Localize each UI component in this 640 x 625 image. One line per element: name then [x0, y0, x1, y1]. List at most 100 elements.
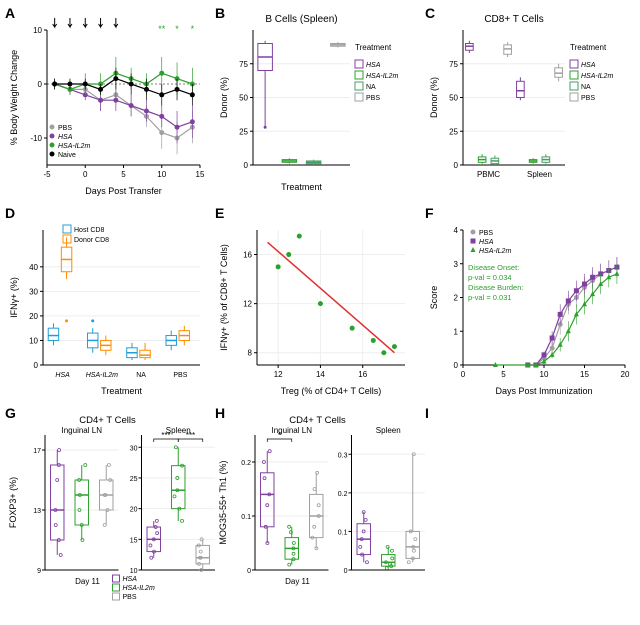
panel-d: D 0 10 20 30 40 HSA HSA-IL2m NA PBS Treatment IFNγ… — [5, 205, 210, 400]
panel-f-label: F — [425, 205, 434, 221]
svg-text:8: 8 — [248, 349, 253, 358]
svg-text:Inguinal LN: Inguinal LN — [62, 426, 103, 435]
svg-text:CD4+ T Cells: CD4+ T Cells — [79, 415, 136, 426]
panel-d-chart: 0 10 20 30 40 HSA HSA-IL2m NA PBS Treatment IFNγ+ … — [5, 205, 210, 400]
svg-text:NA: NA — [136, 372, 146, 379]
svg-text:% Body Weight Change: % Body Weight Change — [9, 50, 19, 145]
svg-text:5: 5 — [121, 170, 126, 179]
svg-text:Disease Onset:: Disease Onset: — [468, 263, 519, 272]
svg-text:HSA-IL2m: HSA-IL2m — [366, 73, 398, 80]
svg-text:0.1: 0.1 — [241, 514, 251, 521]
svg-text:10: 10 — [157, 170, 166, 179]
svg-text:IFNγ+ (%): IFNγ+ (%) — [9, 277, 19, 318]
svg-text:FOXP3+ (%): FOXP3+ (%) — [8, 477, 18, 528]
svg-text:HSA: HSA — [55, 372, 70, 379]
svg-text:HSA-IL2m: HSA-IL2m — [581, 73, 613, 80]
svg-text:9: 9 — [37, 568, 41, 575]
svg-text:Treatment: Treatment — [355, 43, 392, 52]
svg-text:0: 0 — [454, 161, 459, 170]
panel-h: H CD4+ T Cells00.10.2Inguinal LN*00.10.2… — [215, 405, 420, 620]
svg-text:0.2: 0.2 — [338, 491, 348, 498]
svg-text:Score: Score — [429, 286, 439, 310]
svg-text:0: 0 — [247, 568, 251, 575]
svg-text:PBS: PBS — [58, 125, 72, 132]
svg-text:p-val = 0.034: p-val = 0.034 — [468, 273, 512, 282]
svg-text:12: 12 — [274, 370, 283, 379]
svg-text:20: 20 — [621, 370, 630, 379]
panel-g: G CD4+ T Cells91317Inguinal LN1015202530… — [5, 405, 210, 620]
svg-text:CD8+ T Cells: CD8+ T Cells — [484, 14, 543, 25]
svg-text:Day 11: Day 11 — [285, 577, 310, 586]
panel-b-label: B — [215, 5, 225, 21]
svg-text:Naive: Naive — [58, 152, 76, 159]
svg-text:HSA-IL2m: HSA-IL2m — [123, 585, 155, 592]
svg-text:15: 15 — [196, 170, 205, 179]
panel-h-chart: CD4+ T Cells00.10.2Inguinal LN*00.10.20.… — [215, 405, 420, 620]
svg-text:14: 14 — [316, 370, 325, 379]
svg-text:Day 11: Day 11 — [75, 577, 100, 586]
svg-text:CD4+ T Cells: CD4+ T Cells — [289, 415, 346, 426]
svg-text:HSA: HSA — [581, 62, 596, 69]
svg-text:*: * — [191, 24, 195, 34]
svg-text:HSA: HSA — [123, 576, 138, 583]
panel-f-chart: 0510152001234Disease Onset:p-val = 0.034… — [425, 205, 635, 400]
svg-text:13: 13 — [33, 508, 41, 515]
svg-text:Treg (% of CD4+ T Cells): Treg (% of CD4+ T Cells) — [281, 386, 382, 396]
svg-text:0: 0 — [461, 370, 466, 379]
svg-text:0: 0 — [34, 361, 39, 370]
panel-i: I — [425, 405, 635, 620]
svg-text:**: ** — [158, 24, 166, 34]
svg-text:20: 20 — [29, 312, 38, 321]
svg-text:Spleen: Spleen — [376, 426, 401, 435]
svg-text:0: 0 — [83, 170, 88, 179]
svg-text:Donor (%): Donor (%) — [219, 77, 229, 118]
svg-text:30: 30 — [29, 287, 38, 296]
svg-text:25: 25 — [130, 476, 138, 483]
svg-text:B Cells (Spleen): B Cells (Spleen) — [265, 14, 337, 25]
svg-text:0: 0 — [38, 80, 43, 89]
panel-i-chart — [425, 405, 635, 620]
panel-e-label: E — [215, 205, 224, 221]
svg-text:HSA-IL2m: HSA-IL2m — [58, 143, 90, 150]
svg-text:Treatment: Treatment — [570, 43, 607, 52]
svg-text:***: *** — [161, 431, 170, 440]
panel-a-label: A — [5, 5, 15, 21]
svg-text:Days Post Immunization: Days Post Immunization — [495, 386, 592, 396]
svg-text:1: 1 — [454, 327, 459, 336]
svg-text:HSA: HSA — [366, 62, 381, 69]
panel-b: B B Cells (Spleen)0255075TreatmentDonor … — [215, 5, 420, 200]
svg-text:10: 10 — [130, 568, 138, 575]
svg-text:Treatment: Treatment — [101, 386, 142, 396]
svg-text:Donor (%): Donor (%) — [429, 77, 439, 118]
svg-text:Host CD8: Host CD8 — [74, 227, 104, 234]
panel-d-label: D — [5, 205, 15, 221]
svg-text:2: 2 — [454, 294, 459, 303]
svg-text:3: 3 — [454, 260, 459, 269]
svg-text:10: 10 — [33, 26, 42, 35]
panel-e-chart: 12141681216Treg (% of CD4+ T Cells)IFNγ+… — [215, 205, 420, 400]
svg-text:-10: -10 — [30, 134, 42, 143]
svg-text:PBS: PBS — [173, 372, 187, 379]
svg-text:PBS: PBS — [581, 95, 595, 102]
svg-text:Disease Burden:: Disease Burden: — [468, 283, 523, 292]
svg-text:HSA: HSA — [479, 239, 494, 246]
svg-text:Donor CD8: Donor CD8 — [74, 237, 109, 244]
svg-text:HSA-IL2m: HSA-IL2m — [479, 248, 511, 255]
svg-text:50: 50 — [239, 94, 248, 103]
svg-text:40: 40 — [29, 263, 38, 272]
panel-b-chart: B Cells (Spleen)0255075TreatmentDonor (%… — [215, 5, 420, 200]
svg-text:15: 15 — [130, 537, 138, 544]
svg-text:12: 12 — [243, 300, 252, 309]
svg-text:NA: NA — [581, 84, 591, 91]
svg-text:HSA: HSA — [58, 134, 73, 141]
svg-text:Days Post Transfer: Days Post Transfer — [85, 186, 162, 196]
svg-text:HSA-IL2m: HSA-IL2m — [86, 372, 118, 379]
svg-text:*: * — [175, 24, 179, 34]
panel-a: A -5051015-10010****Days Post Transfer% … — [5, 5, 210, 200]
svg-text:4: 4 — [454, 226, 459, 235]
svg-text:75: 75 — [239, 60, 248, 69]
svg-text:10: 10 — [29, 336, 38, 345]
svg-text:-5: -5 — [43, 170, 51, 179]
svg-text:5: 5 — [501, 370, 506, 379]
svg-text:IFNγ+ (% of CD8+ T Cells): IFNγ+ (% of CD8+ T Cells) — [219, 244, 229, 351]
